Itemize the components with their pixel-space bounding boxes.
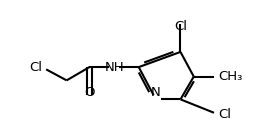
Text: NH: NH bbox=[104, 61, 124, 74]
Text: CH₃: CH₃ bbox=[218, 70, 243, 83]
Text: Cl: Cl bbox=[29, 61, 42, 74]
Text: Cl: Cl bbox=[218, 108, 232, 121]
Text: O: O bbox=[84, 86, 95, 99]
Text: N: N bbox=[151, 86, 161, 99]
Text: Cl: Cl bbox=[174, 20, 187, 33]
